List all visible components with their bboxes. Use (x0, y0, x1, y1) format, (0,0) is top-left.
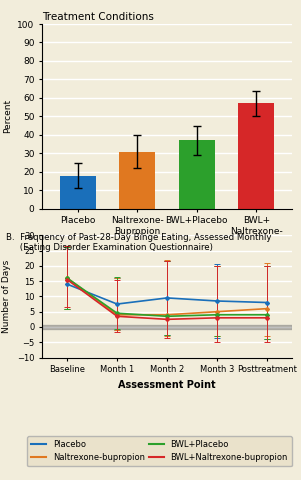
X-axis label: Assessment Point: Assessment Point (118, 380, 216, 390)
Text: Treatment Conditions: Treatment Conditions (42, 12, 154, 22)
Text: B.  Frequency of Past-28-Day Binge Eating, Assessed Monthly
     (Eating Disorde: B. Frequency of Past-28-Day Binge Eating… (6, 233, 272, 252)
Bar (60, 176, 96, 209)
Bar (179, 141, 215, 209)
Legend: Placebo, Naltrexone-bupropion, BWL+Placebo, BWL+Naltrexone-bupropion: Placebo, Naltrexone-bupropion, BWL+Place… (27, 436, 292, 467)
Y-axis label: Number of Days: Number of Days (2, 260, 11, 333)
Bar (42, 324, 292, 329)
Bar (119, 152, 155, 209)
Bar (238, 104, 274, 209)
Y-axis label: Percent: Percent (3, 99, 12, 133)
